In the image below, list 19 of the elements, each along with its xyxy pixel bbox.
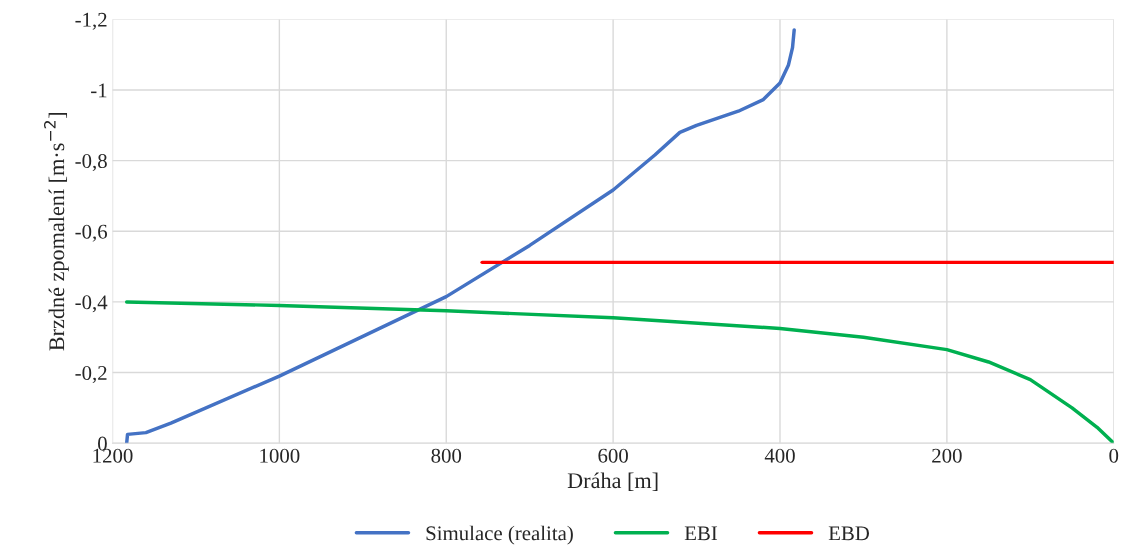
y-axis-title: Brzdné zpomalení [m·s$^{−2}$] <box>43 113 69 351</box>
x-tick-label: 1000 <box>260 448 300 463</box>
y-tick-label: -1,2 <box>75 12 107 30</box>
x-tick-label: 800 <box>431 448 462 463</box>
legend-label: EBI <box>684 526 718 541</box>
x-tick-label: 600 <box>598 448 628 463</box>
line-series <box>124 300 1114 444</box>
legend-label: Simulace (realita) <box>426 525 573 545</box>
y-tick-label: -0,8 <box>75 154 107 172</box>
y-tick-label: -0,4 <box>75 295 108 313</box>
x-tick-label: 0 <box>1109 448 1119 463</box>
x-tick-label: 400 <box>764 448 795 463</box>
y-tick-label: -0,2 <box>75 365 107 383</box>
x-axis-title: Dráha [m] <box>567 472 658 491</box>
x-tick-label: 200 <box>932 448 962 463</box>
line-series <box>124 28 796 444</box>
y-tick-label: -0,6 <box>75 224 108 242</box>
legend-label: EBD <box>828 526 870 541</box>
y-tick-label: -1 <box>91 83 107 98</box>
